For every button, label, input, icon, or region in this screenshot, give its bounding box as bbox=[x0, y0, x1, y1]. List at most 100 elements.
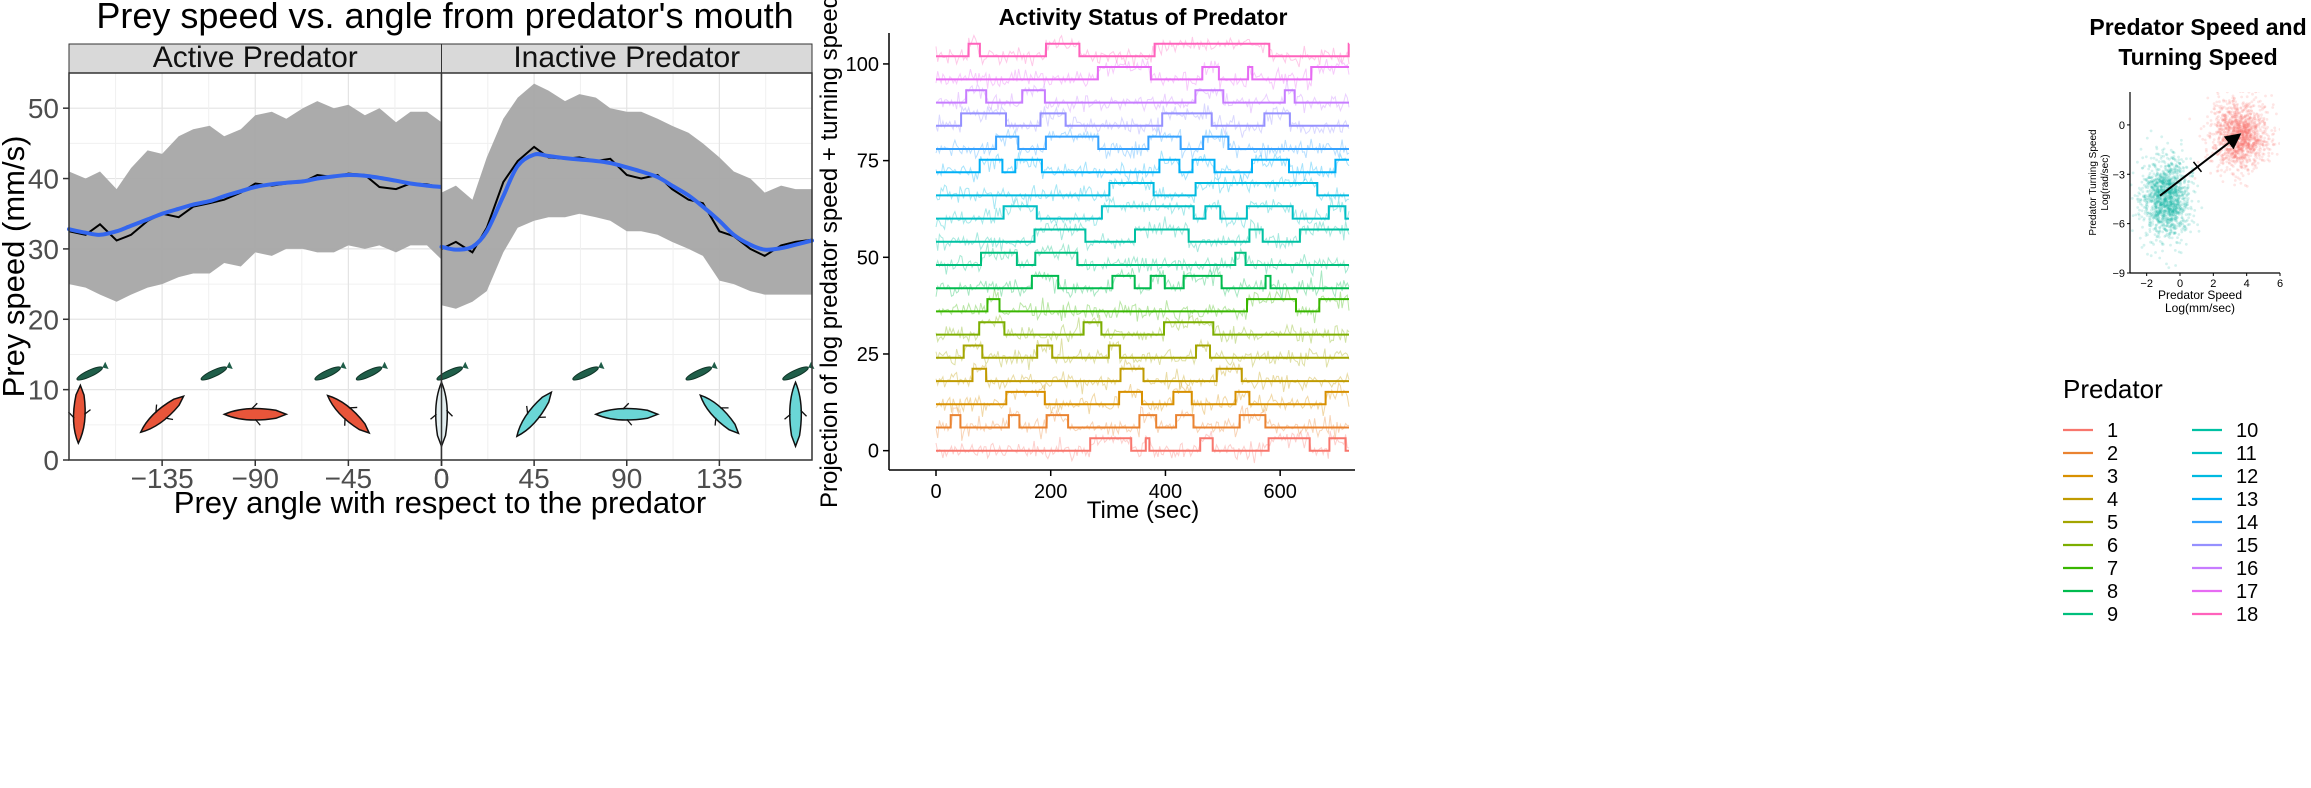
scatter-point bbox=[2238, 121, 2242, 125]
scatter-point bbox=[2218, 127, 2222, 131]
scatter-point bbox=[2169, 224, 2173, 228]
scatter-point bbox=[2137, 213, 2141, 217]
scatter-point bbox=[2150, 200, 2154, 204]
scatter-point bbox=[2168, 210, 2172, 214]
scatter-point bbox=[2156, 195, 2160, 198]
scatter-point bbox=[2147, 198, 2151, 202]
scatter-point bbox=[2150, 180, 2154, 183]
scatter-point bbox=[2179, 142, 2183, 146]
scatter-point bbox=[2221, 112, 2225, 116]
scatter-point bbox=[2160, 213, 2164, 217]
scatter-point bbox=[2154, 198, 2158, 202]
scatter-point bbox=[2157, 191, 2161, 195]
scatter-point bbox=[2160, 219, 2164, 223]
scatter-point bbox=[2181, 186, 2184, 190]
scatter-point bbox=[2218, 136, 2221, 140]
scatter-point bbox=[2158, 219, 2161, 222]
scatter-point bbox=[2157, 212, 2161, 216]
scatter-point bbox=[2215, 144, 2218, 148]
scatter-point bbox=[2172, 193, 2176, 196]
scatter-point bbox=[2159, 202, 2163, 206]
scatter-point bbox=[2168, 166, 2171, 170]
scatter-point bbox=[2176, 202, 2180, 205]
scatter-point bbox=[2143, 199, 2147, 203]
scatter-point bbox=[2225, 92, 2229, 94]
scatter-point bbox=[2192, 214, 2196, 218]
scatter-point bbox=[2173, 209, 2177, 213]
scatter-point bbox=[2149, 254, 2153, 258]
scatter-point bbox=[2241, 156, 2245, 160]
scatter-point bbox=[2177, 224, 2181, 228]
scatter-point bbox=[2200, 206, 2204, 210]
scatter-point bbox=[2221, 158, 2225, 162]
scatter-point bbox=[2255, 156, 2259, 160]
scatter-point bbox=[2240, 171, 2244, 175]
scatter-point bbox=[2171, 192, 2175, 195]
scatter-point bbox=[2159, 185, 2163, 188]
scatter-point bbox=[2219, 141, 2223, 145]
scatter-point bbox=[2229, 106, 2233, 110]
scatter-point bbox=[2237, 156, 2241, 160]
scatter-point bbox=[2167, 221, 2170, 225]
scatter-point bbox=[2162, 218, 2166, 221]
scatter-point bbox=[2162, 203, 2165, 206]
scatter-point bbox=[2145, 200, 2149, 204]
scatter-point bbox=[2158, 225, 2162, 229]
scatter-point bbox=[2240, 86, 2243, 89]
scatter-point bbox=[2185, 203, 2189, 207]
scatter-point bbox=[2233, 117, 2237, 120]
scatter-point bbox=[2144, 231, 2148, 235]
scatter-point bbox=[2174, 219, 2177, 223]
x-axis-title: Prey angle with respect to the predator bbox=[174, 485, 706, 520]
scatter-point bbox=[2160, 206, 2164, 209]
scatter-point bbox=[2156, 180, 2159, 184]
scatter-point bbox=[2183, 180, 2187, 184]
scatter-point bbox=[2165, 177, 2169, 180]
scatter-point bbox=[2240, 130, 2244, 134]
scatter-point bbox=[2141, 166, 2145, 170]
scatter-point bbox=[2229, 148, 2233, 151]
scatter-point bbox=[2148, 217, 2151, 221]
scatter-point bbox=[2178, 207, 2182, 211]
scatter-point bbox=[2233, 112, 2237, 116]
scatter-point bbox=[2160, 209, 2164, 213]
scatter-point bbox=[2170, 236, 2174, 240]
scatter-point bbox=[2144, 209, 2147, 213]
scatter-point bbox=[2153, 191, 2157, 195]
scatter-point bbox=[2246, 149, 2249, 153]
scatter-point bbox=[2186, 192, 2190, 195]
scatter-point bbox=[2158, 178, 2162, 182]
scatter-point bbox=[2153, 184, 2157, 187]
scatter-point bbox=[2157, 177, 2161, 180]
scatter-point bbox=[2168, 220, 2172, 224]
scatter-point bbox=[2152, 216, 2156, 220]
scatter-point bbox=[2153, 192, 2157, 196]
scatter-point bbox=[2168, 220, 2172, 224]
scatter-point bbox=[2184, 196, 2188, 200]
scatter-point bbox=[2169, 200, 2173, 204]
scatter-point bbox=[2223, 113, 2227, 117]
scatter-point bbox=[2177, 233, 2181, 236]
scatter-point bbox=[2179, 186, 2183, 190]
scatter-point bbox=[2244, 132, 2248, 135]
scatter-point bbox=[2141, 174, 2145, 178]
scatter-point bbox=[2178, 205, 2182, 208]
scatter-point bbox=[2178, 161, 2182, 165]
scatter-point bbox=[2182, 186, 2186, 189]
scatter-point bbox=[2227, 158, 2231, 161]
scatter-point bbox=[2164, 195, 2168, 198]
scatter-point bbox=[2172, 209, 2176, 213]
scatter-point bbox=[2131, 171, 2135, 175]
scatter-point bbox=[2172, 208, 2176, 212]
scatter-point bbox=[2232, 129, 2235, 133]
scatter-point bbox=[2231, 153, 2235, 157]
scatter-point bbox=[2176, 204, 2179, 207]
scatter-point bbox=[2221, 124, 2225, 128]
scatter-point bbox=[2221, 180, 2225, 184]
scatter-point bbox=[2162, 222, 2166, 226]
scatter-point bbox=[2252, 137, 2256, 141]
scatter-point bbox=[2174, 218, 2178, 221]
scatter-point bbox=[2175, 209, 2178, 212]
scatter-point bbox=[2240, 133, 2244, 137]
